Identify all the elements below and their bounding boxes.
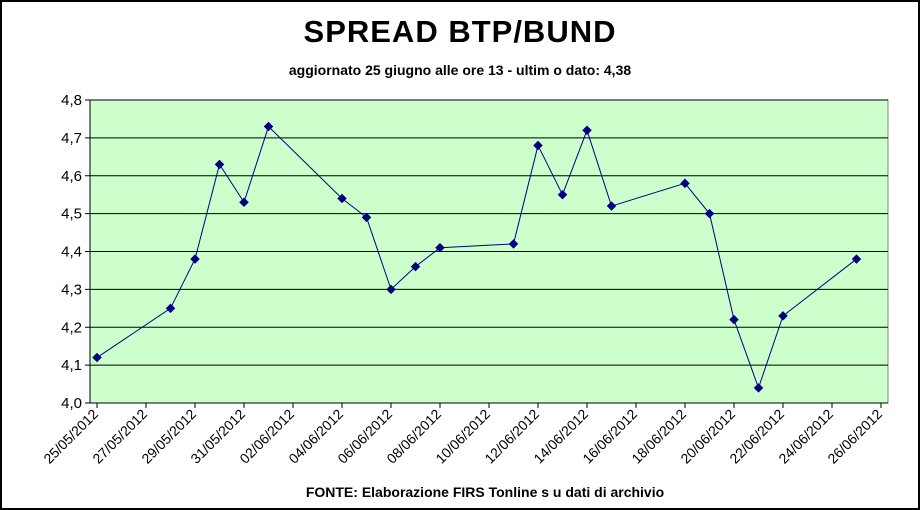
y-tick-label: 4,1: [61, 357, 82, 374]
data-point-marker: [778, 311, 788, 321]
data-point-marker: [582, 125, 592, 136]
x-axis-ticks: 25/05/201227/05/201229/05/201231/05/2012…: [40, 403, 885, 467]
data-point-marker: [263, 121, 274, 132]
grid-lines: [90, 99, 888, 404]
data-point-marker: [704, 208, 715, 219]
data-point-marker: [410, 261, 421, 272]
y-tick-label: 4,5: [61, 206, 82, 223]
data-point-marker: [239, 197, 249, 208]
chart-title: SPREAD BTP/BUND: [303, 14, 617, 49]
data-point-marker: [851, 254, 862, 264]
y-tick-label: 4,2: [61, 319, 82, 336]
data-point-marker: [533, 140, 543, 151]
y-axis-ticks: 4,0 4,1 4,2 4,3 4,4 4,5 4,6 4,7 4,8: [61, 92, 90, 412]
y-tick-label: 4,0: [61, 395, 82, 412]
data-point-marker: [435, 242, 445, 253]
data-point-marker: [214, 159, 225, 170]
data-point-marker: [508, 239, 519, 249]
data-point-marker: [337, 193, 347, 204]
y-tick-label: 4,6: [61, 168, 82, 185]
y-tick-label: 4,3: [61, 281, 82, 298]
series-layer: [92, 121, 862, 393]
data-point-marker: [361, 212, 372, 223]
y-tick-label: 4,4: [61, 244, 82, 261]
series-line: [96, 125, 857, 390]
chart-source-note: FONTE: Elaborazione FIRS Tonline s u dat…: [305, 484, 665, 500]
data-point-marker: [190, 254, 200, 264]
data-point-marker: [606, 201, 617, 211]
data-point-marker: [729, 314, 739, 325]
data-point-marker: [680, 178, 690, 189]
y-tick-label: 4,7: [61, 130, 82, 147]
data-point-marker: [92, 352, 102, 363]
data-point-marker: [386, 284, 396, 295]
chart-subtitle: aggiornato 25 giugno alle ore 13 - ultim…: [288, 62, 632, 78]
data-point-marker: [557, 189, 568, 200]
data-point-marker: [165, 303, 176, 314]
y-tick-label: 4,8: [61, 92, 82, 109]
data-point-marker: [753, 382, 764, 393]
